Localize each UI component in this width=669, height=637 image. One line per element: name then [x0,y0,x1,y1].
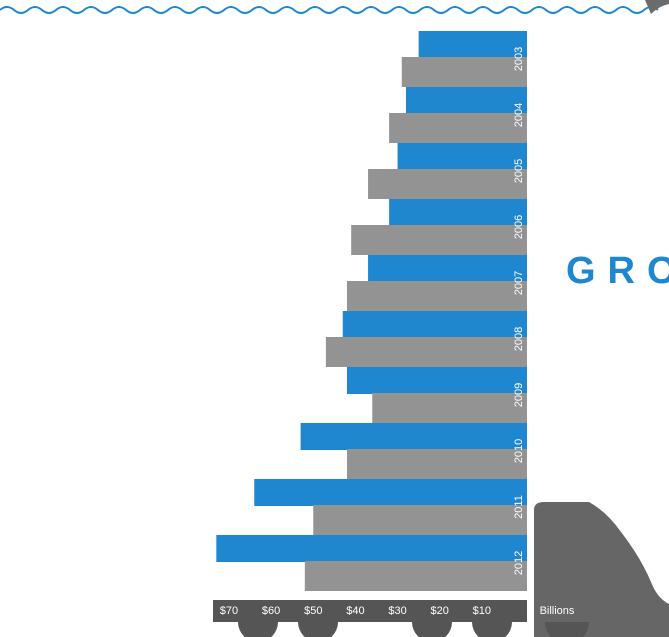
bar [325,337,527,367]
bar [216,535,527,562]
decoration [645,0,669,14]
axis-band [213,600,527,622]
heading: GRO [566,250,669,292]
category-label: 2007 [513,271,525,295]
bar [389,113,527,143]
wave-decoration [0,6,659,14]
x-tick-label: $20 [431,605,449,617]
x-tick-label: $30 [388,605,406,617]
x-tick-label: $40 [346,605,364,617]
bar [346,281,527,311]
bar [346,449,527,479]
x-tick-label: $10 [473,605,491,617]
bar [300,423,527,450]
category-label: 2006 [513,215,525,239]
bar [389,199,527,226]
bar [313,505,527,535]
bar [351,225,527,255]
category-label: 2011 [513,495,525,519]
category-label: 2009 [513,383,525,407]
bar [254,479,527,506]
x-tick-label: $70 [220,605,238,617]
x-axis-label: Billions [540,605,575,617]
bar [418,31,527,58]
bar [304,561,527,591]
bar [405,87,527,114]
category-label: 2004 [513,103,525,127]
category-label: 2005 [513,159,525,183]
bar [368,169,527,199]
bar [401,57,527,87]
category-label: 2010 [513,439,525,463]
category-label: 2003 [513,47,525,71]
x-tick-label: $50 [304,605,322,617]
category-label: 2012 [513,551,525,575]
bar [342,311,527,338]
bar [368,255,527,282]
bar [397,143,527,170]
wheels [238,622,589,637]
bar [346,367,527,394]
bar [372,393,527,423]
truck [534,502,669,637]
category-label: 2008 [513,327,525,351]
x-tick-label: $60 [262,605,280,617]
